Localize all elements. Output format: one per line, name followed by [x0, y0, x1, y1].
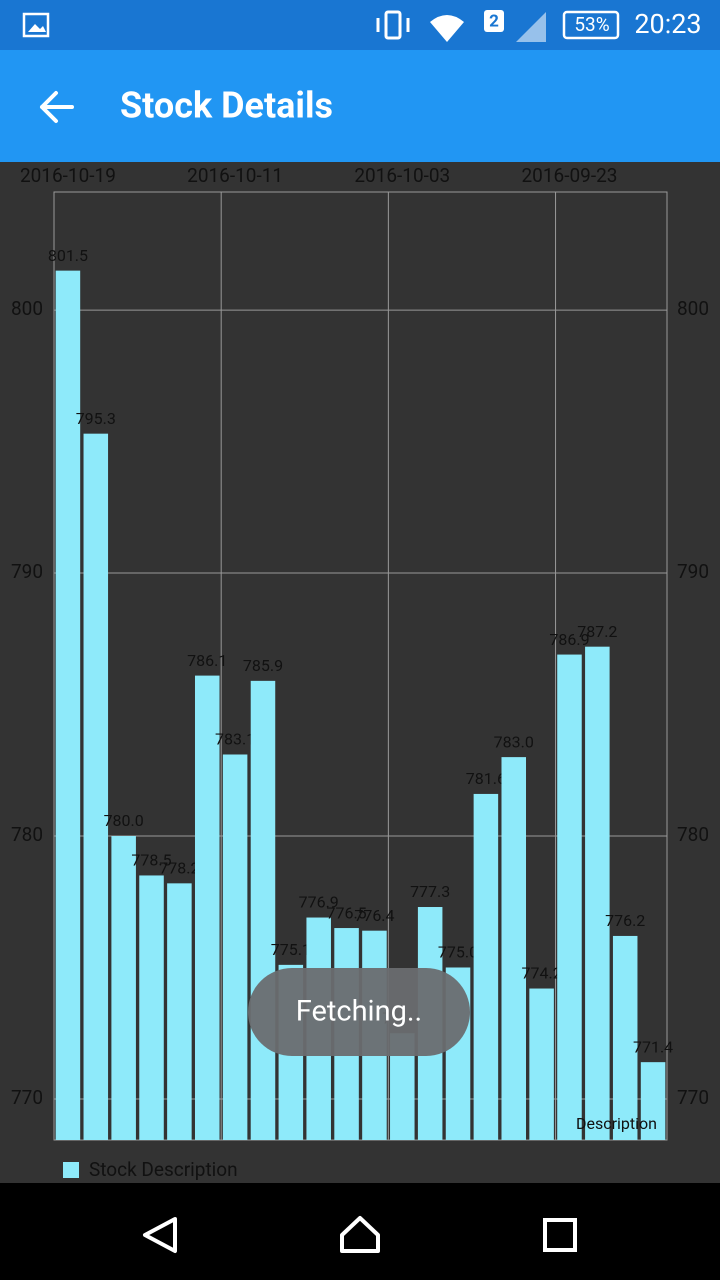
y2-tick-label: 800 [677, 297, 709, 320]
gallery-icon [22, 12, 50, 38]
bar [529, 988, 554, 1140]
value-label: 795.3 [76, 409, 116, 428]
x-tick-label: 2016-10-19 [20, 164, 116, 187]
value-label: 783.1 [215, 730, 255, 749]
bar [222, 754, 248, 1140]
value-label: 781.6 [466, 769, 506, 788]
bar [139, 875, 164, 1140]
value-label: 786.1 [187, 651, 227, 670]
y-tick-label: 790 [11, 560, 43, 583]
value-label: 785.9 [243, 656, 283, 675]
app-bar [0, 50, 720, 162]
nav-recents[interactable] [543, 1218, 577, 1252]
bar [55, 270, 81, 1141]
bar [194, 675, 220, 1140]
value-label: 777.3 [410, 882, 450, 901]
y2-tick-label: 770 [677, 1086, 709, 1109]
battery-icon [562, 10, 620, 40]
value-label: 776.4 [354, 906, 394, 925]
bar [501, 757, 527, 1140]
value-label: 801.5 [48, 246, 88, 265]
wifi-icon [430, 15, 464, 42]
y2-tick-label: 780 [677, 823, 709, 846]
bar [83, 433, 109, 1140]
value-label: 775.0 [438, 943, 478, 962]
vibrate-icon [384, 10, 402, 40]
legend-swatch [63, 1162, 79, 1178]
toast [248, 968, 470, 1056]
plot-frame [53, 191, 668, 1141]
vibrate-icon-waves [376, 18, 410, 32]
battery-level: 53% [574, 13, 609, 36]
bar [585, 646, 610, 1140]
nav-back[interactable] [143, 1217, 177, 1253]
legend-label: Stock Description [89, 1158, 238, 1181]
bar [557, 654, 582, 1140]
bar [473, 793, 499, 1140]
y-tick-label: 770 [11, 1086, 43, 1109]
bar [167, 883, 192, 1140]
value-label: 776.9 [299, 893, 339, 912]
bar [250, 680, 276, 1140]
x-tick-label: 2016-10-03 [354, 164, 450, 187]
value-label: 786.9 [549, 630, 589, 649]
y-tick-label: 780 [11, 823, 43, 846]
navigation-bar [0, 1183, 720, 1280]
value-label: 778.2 [159, 859, 199, 878]
value-label: 775.1 [271, 940, 311, 959]
bar-chart: 770 780 790 800 770 780 790 800 2016-10-19 2016-1… [11, 164, 709, 1181]
app-title: Stock Details [120, 85, 333, 127]
x-tick-label: 2016-10-11 [187, 164, 283, 187]
nav-home[interactable] [340, 1216, 380, 1253]
gallery-icon-shape [28, 24, 46, 32]
value-label: 787.2 [577, 622, 617, 641]
value-label: 774.2 [522, 964, 562, 983]
y2-tick-label: 790 [677, 560, 709, 583]
value-label: 776.5 [326, 903, 366, 922]
bar [612, 935, 638, 1140]
status-bar [0, 0, 720, 50]
bar [111, 836, 136, 1140]
sim-badge [484, 10, 504, 32]
value-label: 783.0 [494, 732, 534, 751]
signal-icon [516, 12, 546, 42]
y-tick-label: 800 [11, 297, 43, 320]
x-tick-label: 2016-09-23 [522, 164, 618, 187]
sim-number: 2 [489, 11, 499, 31]
toast-text: Fetching.. [296, 995, 422, 1029]
value-label: 780.0 [104, 811, 144, 830]
value-label: 776.2 [605, 911, 645, 930]
clock: 20:23 [634, 8, 701, 40]
chart-description: Description [576, 1114, 657, 1133]
bar [640, 1062, 666, 1140]
value-label: 771.4 [633, 1037, 673, 1056]
back-button[interactable] [40, 91, 74, 123]
value-label: 778.5 [131, 851, 171, 870]
